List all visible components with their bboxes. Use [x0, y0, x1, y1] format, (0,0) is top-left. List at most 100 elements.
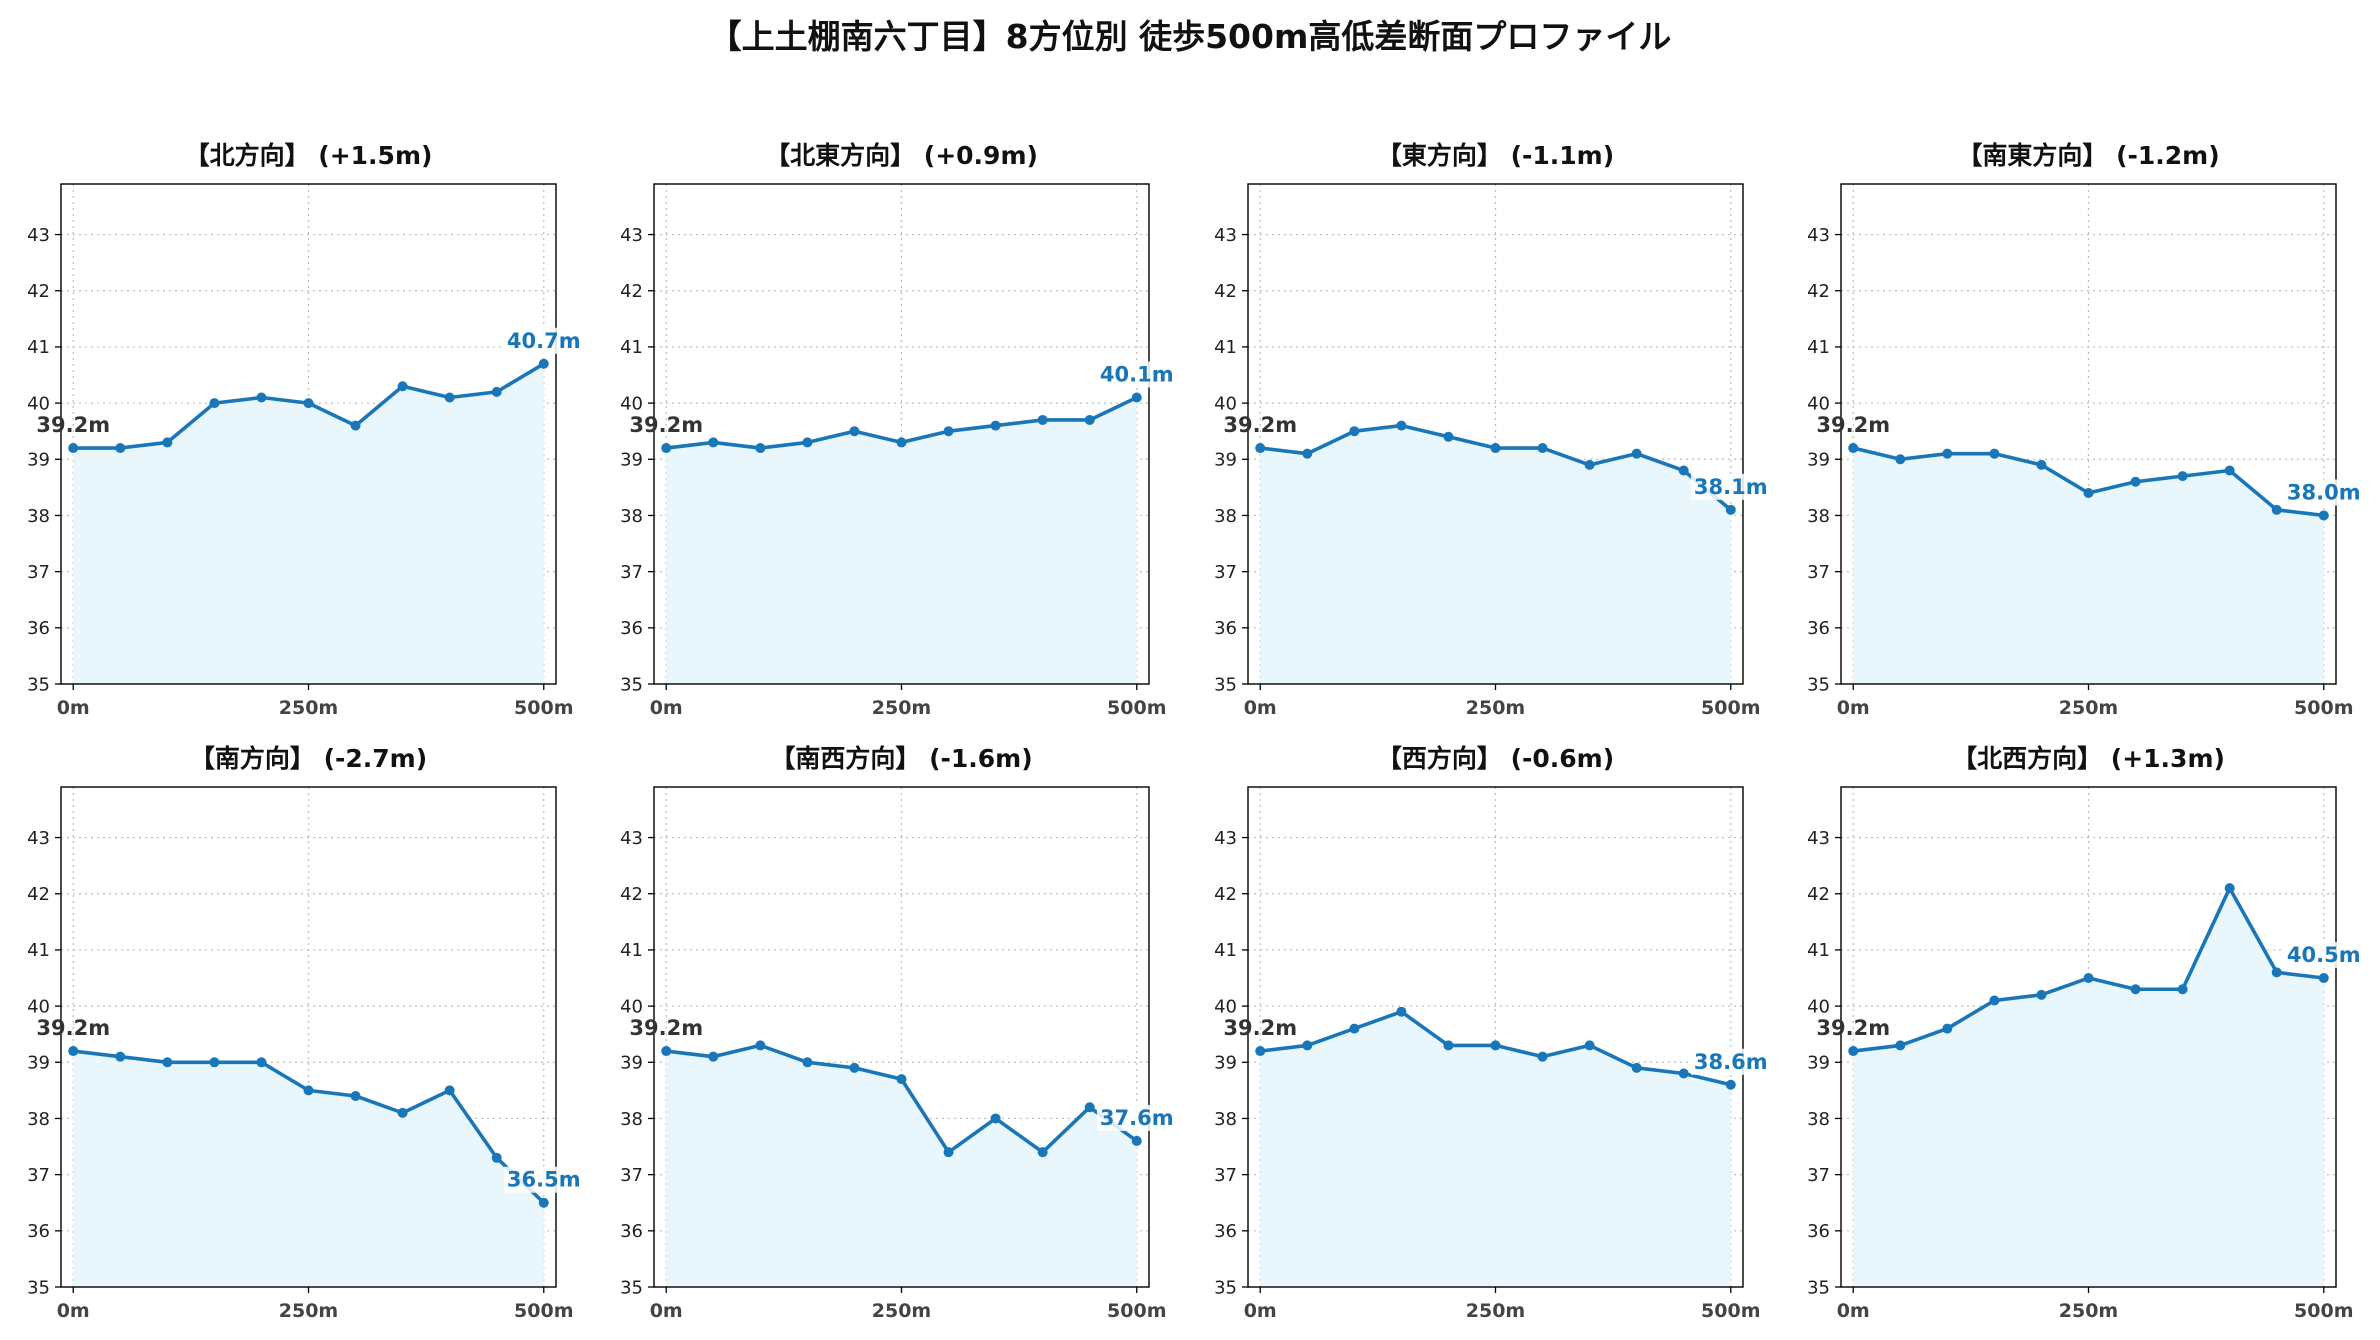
- data-point: [491, 1152, 502, 1163]
- data-point: [1349, 426, 1360, 437]
- x-tick-label: 0m: [1837, 697, 1870, 719]
- data-point: [256, 1057, 267, 1068]
- data-point: [68, 443, 79, 454]
- data-point: [661, 443, 672, 454]
- data-point: [303, 398, 314, 409]
- x-tick-label: 500m: [514, 697, 573, 719]
- data-point: [1584, 1040, 1595, 1051]
- x-tick-label: 250m: [279, 697, 338, 719]
- y-tick-label: 40: [620, 393, 643, 414]
- data-point: [708, 1051, 719, 1062]
- end-elevation-label: 38.6m: [1694, 1050, 1768, 1074]
- end-elevation-label: 37.6m: [1100, 1106, 1174, 1130]
- subplot-east: 35 36 37 38 39 40 41 42 43 0m 250m 500m 【東方向】 (-1.1m…: [1214, 141, 1771, 719]
- subplot-title: 【北方向】 (+1.5m): [185, 141, 433, 170]
- y-tick-label: 40: [27, 393, 50, 414]
- x-tick-label: 0m: [1244, 697, 1277, 719]
- data-point: [2083, 487, 2094, 498]
- data-point: [1725, 1079, 1736, 1090]
- subplot-title: 【南方向】 (-2.7m): [190, 744, 427, 773]
- y-tick-label: 37: [1807, 562, 1830, 583]
- y-tick-label: 42: [27, 884, 50, 905]
- x-tick-label: 0m: [57, 1300, 90, 1322]
- data-point: [1631, 448, 1642, 459]
- y-tick-label: 38: [1807, 506, 1830, 527]
- end-elevation-label: 40.7m: [507, 329, 581, 353]
- data-point: [1037, 414, 1048, 425]
- subplot-south-west: 35 36 37 38 39 40 41 42 43 0m 250m 500m 【南西方向】 (-1.6…: [620, 744, 1177, 1322]
- data-point: [1490, 443, 1501, 454]
- elevation-fill-area: [1260, 425, 1731, 684]
- data-point: [2271, 504, 2282, 515]
- data-point: [303, 1085, 314, 1096]
- x-tick-label: 0m: [1244, 1300, 1277, 1322]
- data-point: [1895, 1040, 1906, 1051]
- y-tick-label: 43: [27, 225, 50, 246]
- x-tick-label: 500m: [2294, 697, 2353, 719]
- data-point: [1349, 1023, 1360, 1034]
- y-tick-label: 42: [1214, 281, 1237, 302]
- data-point: [538, 358, 549, 369]
- y-tick-label: 37: [1807, 1165, 1830, 1186]
- data-point: [1942, 448, 1953, 459]
- plot-area: [68, 1046, 549, 1287]
- plot-area: [1255, 1006, 1736, 1287]
- y-tick-label: 42: [1214, 884, 1237, 905]
- data-point: [162, 1057, 173, 1068]
- y-tick-label: 35: [1807, 1277, 1830, 1298]
- plot-area: [661, 1040, 1142, 1287]
- data-point: [708, 437, 719, 448]
- y-tick-label: 36: [1807, 618, 1830, 639]
- subplot-north-west: 35 36 37 38 39 40 41 42 43 0m 250m 500m 【北西方向】 (+1.3…: [1807, 744, 2364, 1322]
- y-tick-label: 37: [1214, 562, 1237, 583]
- x-tick-label: 0m: [1837, 1300, 1870, 1322]
- y-tick-label: 36: [27, 618, 50, 639]
- data-point: [209, 1057, 220, 1068]
- start-elevation-label: 39.2m: [1223, 1016, 1297, 1040]
- y-tick-label: 42: [1807, 281, 1830, 302]
- data-point: [849, 426, 860, 437]
- data-point: [1037, 1147, 1048, 1158]
- end-label-background: [1096, 1104, 1177, 1131]
- data-point: [1443, 1040, 1454, 1051]
- start-elevation-label: 39.2m: [1816, 413, 1890, 437]
- plot-area: [661, 392, 1142, 684]
- data-point: [896, 437, 907, 448]
- elevation-fill-area: [73, 363, 544, 684]
- data-point: [1084, 1102, 1095, 1113]
- y-tick-label: 43: [1807, 828, 1830, 849]
- x-tick-label: 500m: [1107, 697, 1166, 719]
- data-point: [350, 420, 361, 431]
- data-point: [538, 1197, 549, 1208]
- data-point: [802, 437, 813, 448]
- subplot-north-east: 35 36 37 38 39 40 41 42 43 0m 250m 500m 【北東方向】 (+0.9…: [620, 141, 1177, 719]
- data-point: [1396, 1006, 1407, 1017]
- x-tick-label: 250m: [1466, 697, 1525, 719]
- data-point: [2224, 465, 2235, 476]
- elevation-fill-area: [1853, 888, 2324, 1287]
- y-tick-label: 43: [620, 828, 643, 849]
- y-tick-label: 36: [27, 1221, 50, 1242]
- y-tick-label: 39: [27, 450, 50, 471]
- data-point: [444, 1085, 455, 1096]
- data-point: [1942, 1023, 1953, 1034]
- data-point: [755, 1040, 766, 1051]
- y-tick-label: 41: [620, 337, 643, 358]
- x-tick-label: 250m: [872, 1300, 931, 1322]
- data-point: [990, 1113, 1001, 1124]
- data-point: [115, 1051, 126, 1062]
- y-tick-label: 35: [1214, 674, 1237, 695]
- subplot-title: 【北東方向】 (+0.9m): [765, 141, 1038, 170]
- y-tick-label: 35: [1807, 674, 1830, 695]
- y-tick-label: 43: [1214, 225, 1237, 246]
- y-tick-label: 39: [1214, 1053, 1237, 1074]
- data-point: [2271, 967, 2282, 978]
- x-tick-label: 250m: [2059, 1300, 2118, 1322]
- data-point: [1396, 420, 1407, 431]
- x-tick-label: 0m: [57, 697, 90, 719]
- data-point: [1131, 392, 1142, 403]
- y-tick-label: 43: [27, 828, 50, 849]
- y-tick-label: 42: [620, 884, 643, 905]
- elevation-fill-area: [666, 1045, 1137, 1287]
